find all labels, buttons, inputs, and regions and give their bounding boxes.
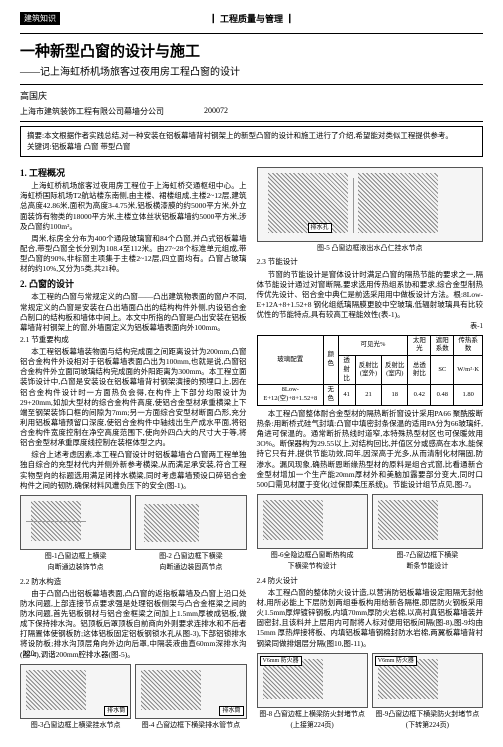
- td-0: 8Low-E+12(空)+8+1.52+8: [257, 385, 324, 406]
- column-left: 1. 工程概况 上海虹桥机场旅客过夜用房工程位于上海虹桥交通枢纽中心。上海虹桥国…: [20, 163, 247, 735]
- figure-6-caption: 图-6全隐边框凸窗断热构成: [257, 551, 368, 560]
- subsec-21: 2.1 节重要构成: [20, 335, 247, 345]
- th-sub-4: SC: [431, 356, 454, 385]
- figure-9-caption: 图-9凸窗边框下横梁防火封堵节点: [372, 710, 483, 719]
- th-sub-0: 透射比: [338, 356, 355, 385]
- figure-8-caption: 图-8 凸窗边框上横梁防火封堵节点: [257, 710, 368, 719]
- fire-label-2: V6mm 防火器: [375, 656, 417, 666]
- td-6: 0.48: [431, 385, 454, 406]
- abstract-box: 摘要:本文根据作者实践总结,对一种安装在铝板幕墙背衬钢架上的新型凸窗的设计和施工…: [20, 126, 483, 157]
- sec2-p6: 本工程凸窗整体耐合金型材的隔热断折窗设计采用PA66 聚酰胺断热条:用断桥式硅气…: [257, 409, 484, 490]
- figure-9-caption-b: (下转第224页): [372, 721, 483, 730]
- th-solar: 太阳光: [408, 335, 431, 356]
- title-rule: [20, 84, 483, 85]
- fig-row-4: V6mm 防火器 图-8 凸窗边框上横梁防火封堵节点 (上接第224页) V6m…: [257, 653, 484, 731]
- figure-7-caption: 图-7凸窗边框下横梁: [372, 551, 483, 560]
- header-row: 建筑知识 ┃ 工程质量与管理 ┃: [20, 12, 483, 25]
- header-center: ┃ 工程质量与管理 ┃: [209, 12, 295, 25]
- fig-row-top-right: 排水孔 图-5 凸窗边框液出水凸仁挂水节点: [257, 167, 484, 253]
- drain-label: 排水筒: [104, 706, 128, 716]
- affil-rule: [20, 121, 483, 122]
- figure-7-caption-b: 断条节能设计: [372, 562, 483, 571]
- sec2-heading: 2. 凸窗的设计: [20, 278, 247, 290]
- figure-3: 排水筒 图-3凸窗边框上横梁挂水节点: [20, 664, 131, 730]
- affiliation-row: 上海市建筑装饰工程有限公司幕墙分公司 200072: [20, 106, 483, 117]
- figure-8: V6mm 防火器 图-8 凸窗边框上横梁防火封堵节点 (上接第224页): [257, 653, 368, 731]
- category-tag: 建筑知识: [20, 12, 60, 25]
- figure-1-caption-b: 向断通边装饰节点: [20, 563, 131, 572]
- page-number: ·220·: [20, 649, 37, 658]
- td-5: 0.42: [408, 385, 431, 406]
- figure-2-caption: 图-2 凸窗边框下横梁: [135, 552, 246, 561]
- td-3: 21: [355, 385, 381, 406]
- td-2: 41: [338, 385, 355, 406]
- figure-3-image: 排水筒: [20, 664, 131, 719]
- figure-7-image: [372, 494, 483, 549]
- table-1: 玻璃配置 颜色 可见光% 太阳光 遮阳系数 传热系数 透射比 反射比(室外) 反…: [257, 335, 484, 406]
- abstract-text: 摘要:本文根据作者实践总结,对一种安装在铝板幕墙背衬钢架上的新型凸窗的设计和施工…: [27, 131, 476, 142]
- column-right: 排水孔 图-5 凸窗边框液出水凸仁挂水节点 2.3 节能设计 节窗的节能设计是窗…: [257, 163, 484, 735]
- figure-4: 排水筒 图-4 凸窗边框下横梁排水管节点: [135, 664, 246, 730]
- subsec-24: 2.4 防火设计: [257, 576, 484, 586]
- sec1-heading: 1. 工程概况: [20, 167, 247, 179]
- td-4: 18: [382, 385, 408, 406]
- figure-7: 图-7凸窗边框下横梁 断条节能设计: [372, 494, 483, 572]
- th-sub-5: W/m²·K: [454, 356, 483, 385]
- figure-8-caption-b: (上接第224页): [257, 721, 368, 730]
- figure-3-caption: 图-3凸窗边框上横梁挂水节点: [20, 721, 131, 730]
- fig-row-2: 排水筒 图-3凸窗边框上横梁挂水节点 排水筒 图-4 凸窗边框下横梁排水管节点: [20, 664, 247, 730]
- figure-5-caption: 图-5 凸窗边框液出水凸仁挂水节点: [257, 244, 484, 253]
- figure-1-image: [20, 495, 131, 550]
- fig-row-1: 图-1凸窗边框上横梁 向断通边装饰节点 图-2 凸窗边框下横梁 向断通边装固高节…: [20, 495, 247, 573]
- sec1-p1: 上海虹桥机场旅客过夜用房工程位于上海虹桥交通枢纽中心。上海虹桥国际机场T2航站楼…: [20, 181, 247, 232]
- figure-1: 图-1凸窗边框上横梁 向断通边装饰节点: [20, 495, 131, 573]
- sec2-p3: 综合上述考虑因素,本工程凸窗设计时铝板幕墙合凸窗两工程单独独自综合的充型材代内并…: [20, 450, 247, 491]
- figure-8-image: V6mm 防火器: [257, 653, 368, 708]
- figure-6: 图-6全隐边框凸窗断热构成 下横梁节构设计: [257, 494, 368, 572]
- sec2-p2: 本工程铝板幕墙装物面与结构完成面之间距离设计为200mm,凸窗铝合金构件外设相对…: [20, 347, 247, 448]
- figure-1-caption: 图-1凸窗边框上横梁: [20, 552, 131, 561]
- table-1-caption: 表-1: [257, 322, 484, 331]
- subsec-22: 2.2 防水构造: [20, 577, 247, 587]
- sec2-p7: 本工程凸窗的整体防火设计造,以营消防铝板幕墙设定阻隔无封他材,用所必能上下层防划…: [257, 588, 484, 649]
- figure-6-caption-b: 下横梁节构设计: [257, 562, 368, 571]
- figure-5-image: 排水孔: [257, 167, 484, 242]
- figure-6-image: [257, 494, 368, 549]
- body-columns: 1. 工程概况 上海虹桥机场旅客过夜用房工程位于上海虹桥交通枢纽中心。上海虹桥国…: [20, 163, 483, 735]
- sec2-p1: 本工程的凸窗与常规定义的凸窗——凸出建筑物表面的窗户不同,常规定义的凸窗是安装在…: [20, 292, 247, 333]
- figure-4-caption: 图-4 凸窗边框下横梁排水管节点: [135, 721, 246, 730]
- th-heat: 传热系数: [454, 335, 483, 356]
- article-title: 一种新型凸窗的设计与施工: [20, 40, 483, 61]
- subsec-23: 2.3 节能设计: [257, 257, 484, 267]
- th-shade: 遮阳系数: [431, 335, 454, 356]
- th-sub-2: 反射比(室内): [382, 356, 408, 385]
- fig-row-3: 图-6全隐边框凸窗断热构成 下横梁节构设计 图-7凸窗边框下横梁 断条节能设计: [257, 494, 484, 572]
- sec2-p4: 由于凸窗凸出铝板幕墙表面,凸凸窗的返指板幕墙及凸窗上沿口处防水问题,上部连接节点…: [20, 589, 247, 660]
- header-rule: [20, 33, 483, 34]
- figure-9-image: V6mm 防火器: [372, 653, 483, 708]
- th-visible: 可见光%: [338, 335, 408, 356]
- figure-2-caption-b: 向断通边装固高节点: [135, 563, 246, 572]
- figure-4-image: 排水筒: [135, 664, 246, 719]
- figure-2-image: [135, 495, 246, 550]
- sec2-p5: 节窗的节能设计是窗体设计时满足凸窗的隔热节能的要求之一,隔体节能设计通过对窗断隔…: [257, 270, 484, 321]
- td-7: 1.80: [454, 385, 483, 406]
- drain-label-2: 排水筒: [219, 706, 243, 716]
- article-subtitle: ——记上海虹桥机场旅客过夜用房工程凸窗的设计: [20, 63, 483, 78]
- author-name: 高国庆: [20, 89, 483, 102]
- affiliation: 上海市建筑装饰工程有限公司幕墙分公司: [20, 106, 164, 117]
- th-sub-3: 总透射比: [408, 356, 431, 385]
- th-color: 颜色: [324, 335, 338, 385]
- figure-2: 图-2 凸窗边框下横梁 向断通边装固高节点: [135, 495, 246, 573]
- sec1-p2: 周米,标房全分布为400个通段玻璃窗和84个凸窗,并凸式铝板幕墙配合,带型凸窗全…: [20, 234, 247, 275]
- figure-9: V6mm 防火器 图-9凸窗边框下横梁防火封堵节点 (下转第224页): [372, 653, 483, 731]
- fire-label-1: V6mm 防火器: [260, 656, 302, 666]
- keywords-text: 关键词:铝板幕墙 凸窗 带型凸窗: [27, 142, 476, 153]
- th-sub-1: 反射比(室外): [355, 356, 381, 385]
- drain-hole-label: 排水孔: [308, 223, 332, 233]
- th-config: 玻璃配置: [257, 335, 324, 385]
- td-1: 无色: [324, 385, 338, 406]
- postcode: 200072: [204, 106, 228, 117]
